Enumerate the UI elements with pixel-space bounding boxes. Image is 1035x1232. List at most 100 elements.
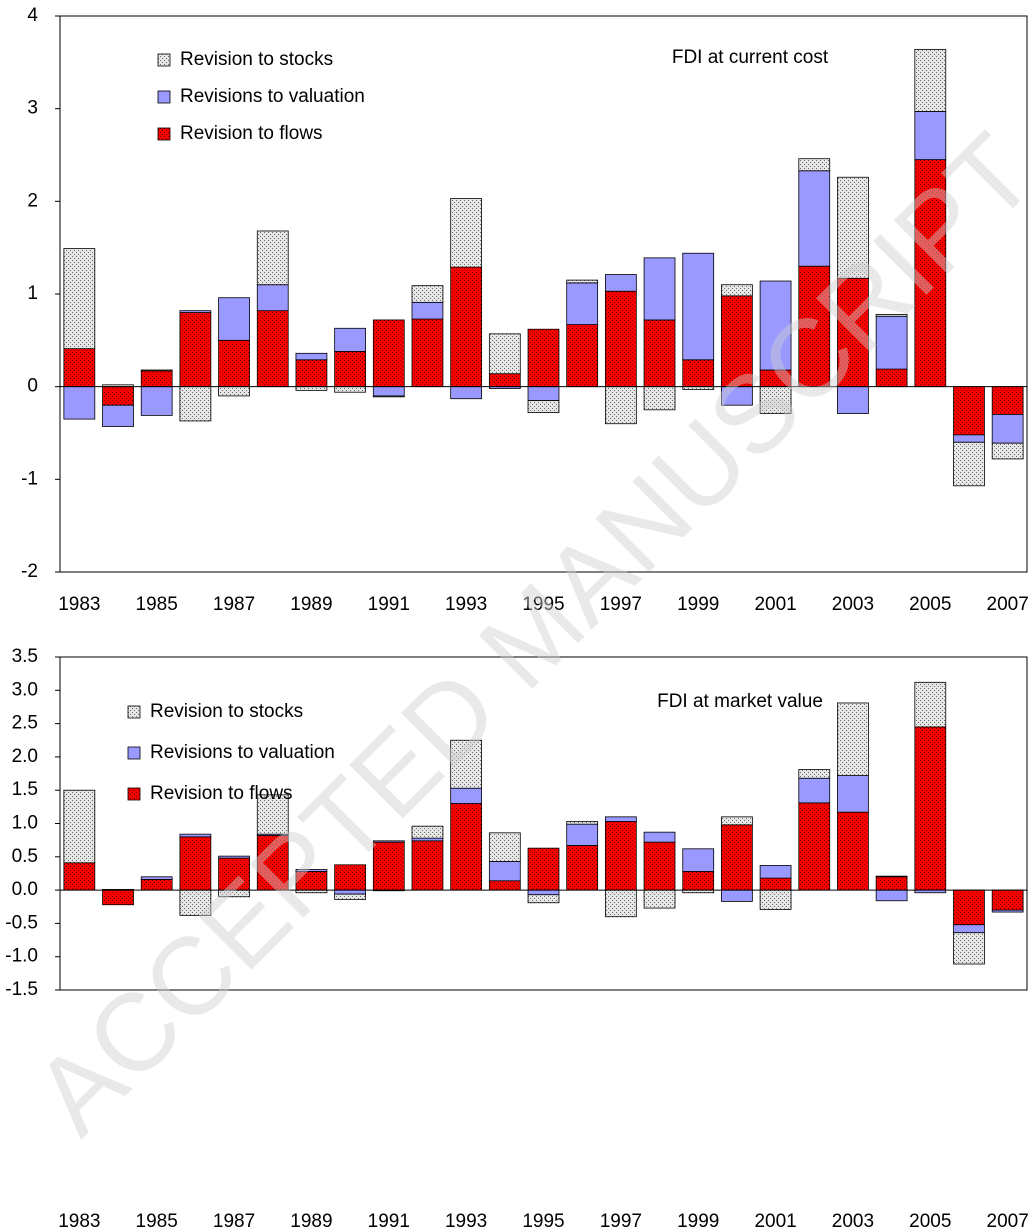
bar-segment — [953, 434, 985, 443]
bar-segment — [372, 386, 405, 397]
bar-segment — [295, 352, 328, 361]
bar-segment — [256, 835, 289, 891]
bar-segment — [411, 318, 444, 388]
bar-segment — [527, 386, 560, 401]
x-tick-label: 1999 — [677, 1211, 719, 1232]
bar-segment — [798, 802, 831, 891]
bar-segment — [837, 176, 869, 279]
bar-segment — [604, 290, 637, 388]
y-tick-label: 1.5 — [12, 779, 38, 800]
legend-swatch — [127, 787, 141, 801]
bar-segment — [643, 319, 676, 388]
bar-segment — [604, 386, 637, 425]
y-tick-label: 1.0 — [12, 813, 38, 834]
bar-segment — [837, 811, 869, 891]
y-tick-label: 2 — [27, 190, 38, 211]
bar-segment — [604, 816, 637, 822]
x-tick-label: 2001 — [754, 1211, 796, 1232]
x-tick-label: 1985 — [136, 1211, 178, 1232]
annotation: FDI at current cost — [672, 47, 829, 68]
y-tick-label: 3.0 — [12, 679, 38, 700]
x-tick-label: 2003 — [832, 594, 874, 615]
bar-segment — [334, 864, 366, 891]
bar-segment — [218, 339, 250, 388]
bar-segment — [566, 821, 599, 825]
bar-segment — [759, 877, 792, 891]
bar-segment — [140, 370, 173, 388]
bar-segment — [875, 876, 908, 891]
bar-segment — [411, 825, 444, 839]
bar-segment — [372, 841, 405, 891]
bar-segment — [798, 170, 831, 267]
x-tick-label: 1985 — [136, 594, 178, 615]
bar-segment — [488, 333, 521, 375]
bar-segment — [875, 315, 908, 370]
bar-segment — [721, 295, 753, 388]
bar-segment — [991, 909, 1024, 913]
x-tick-label: 2001 — [754, 594, 796, 615]
bar-segment — [953, 932, 985, 965]
y-tick-label: -2 — [21, 561, 38, 582]
bar-segment — [682, 252, 715, 361]
bar-segment — [179, 889, 212, 916]
bar-segment — [450, 198, 483, 268]
bar-segment — [837, 386, 869, 414]
x-tick-label: 1993 — [445, 594, 487, 615]
bar-segment — [759, 865, 792, 879]
x-tick-label: 2007 — [987, 594, 1029, 615]
y-tick-label: 3 — [27, 98, 38, 119]
bar-segment — [798, 769, 831, 779]
bar-segment — [991, 386, 1024, 415]
bar-segment — [837, 277, 869, 388]
bar-segment — [450, 386, 483, 400]
bar-segment — [372, 840, 405, 843]
bar-segment — [721, 816, 753, 826]
legend-swatch — [127, 746, 141, 760]
bar-segment — [372, 395, 405, 398]
bar-segment — [140, 879, 173, 891]
bar-segment — [953, 924, 985, 934]
bar-segment — [488, 832, 521, 862]
bar-segment — [604, 274, 637, 292]
legend-label: Revisions to valuation — [150, 742, 335, 763]
bar-segment — [527, 889, 560, 896]
y-tick-label: 0.0 — [12, 879, 38, 900]
bar-segment — [256, 284, 289, 312]
y-tick-label: 2.5 — [12, 713, 38, 734]
bar-segment — [179, 836, 212, 891]
bar-segment — [488, 861, 521, 882]
y-tick-label: 2.0 — [12, 746, 38, 767]
bar-segment — [63, 248, 96, 350]
bar-segment — [914, 159, 947, 388]
x-tick-label: 1987 — [213, 594, 255, 615]
bar-segment — [450, 739, 483, 789]
bar-segment — [179, 312, 212, 388]
x-tick-label: 1999 — [677, 594, 719, 615]
bar-segment — [527, 328, 560, 388]
bar-segment — [991, 414, 1024, 444]
bar-segment — [682, 359, 715, 388]
bar-segment — [759, 386, 792, 414]
x-tick-label: 1983 — [58, 1211, 100, 1232]
bar-segment — [604, 821, 637, 891]
bar-segment — [914, 726, 947, 891]
bar-segment — [875, 889, 908, 902]
bar-segment — [643, 257, 676, 321]
legend-label: Revisions to valuation — [180, 86, 365, 107]
bar-segment — [411, 285, 444, 303]
bar-segment — [759, 889, 792, 910]
y-tick-label: 4 — [27, 5, 38, 26]
y-tick-label: 3.5 — [12, 646, 38, 667]
bar-segment — [334, 351, 366, 388]
bar-segment — [488, 880, 521, 891]
y-tick-label: 0 — [27, 376, 38, 397]
bar-segment — [256, 794, 289, 835]
bar-segment — [488, 373, 521, 388]
bar-segment — [179, 310, 212, 313]
bar-segment — [837, 775, 869, 813]
x-tick-label: 1993 — [445, 1211, 487, 1232]
bar-segment — [566, 279, 599, 284]
x-tick-label: 2005 — [909, 1211, 951, 1232]
bar-segment — [991, 889, 1024, 911]
bar-segment — [643, 841, 676, 891]
